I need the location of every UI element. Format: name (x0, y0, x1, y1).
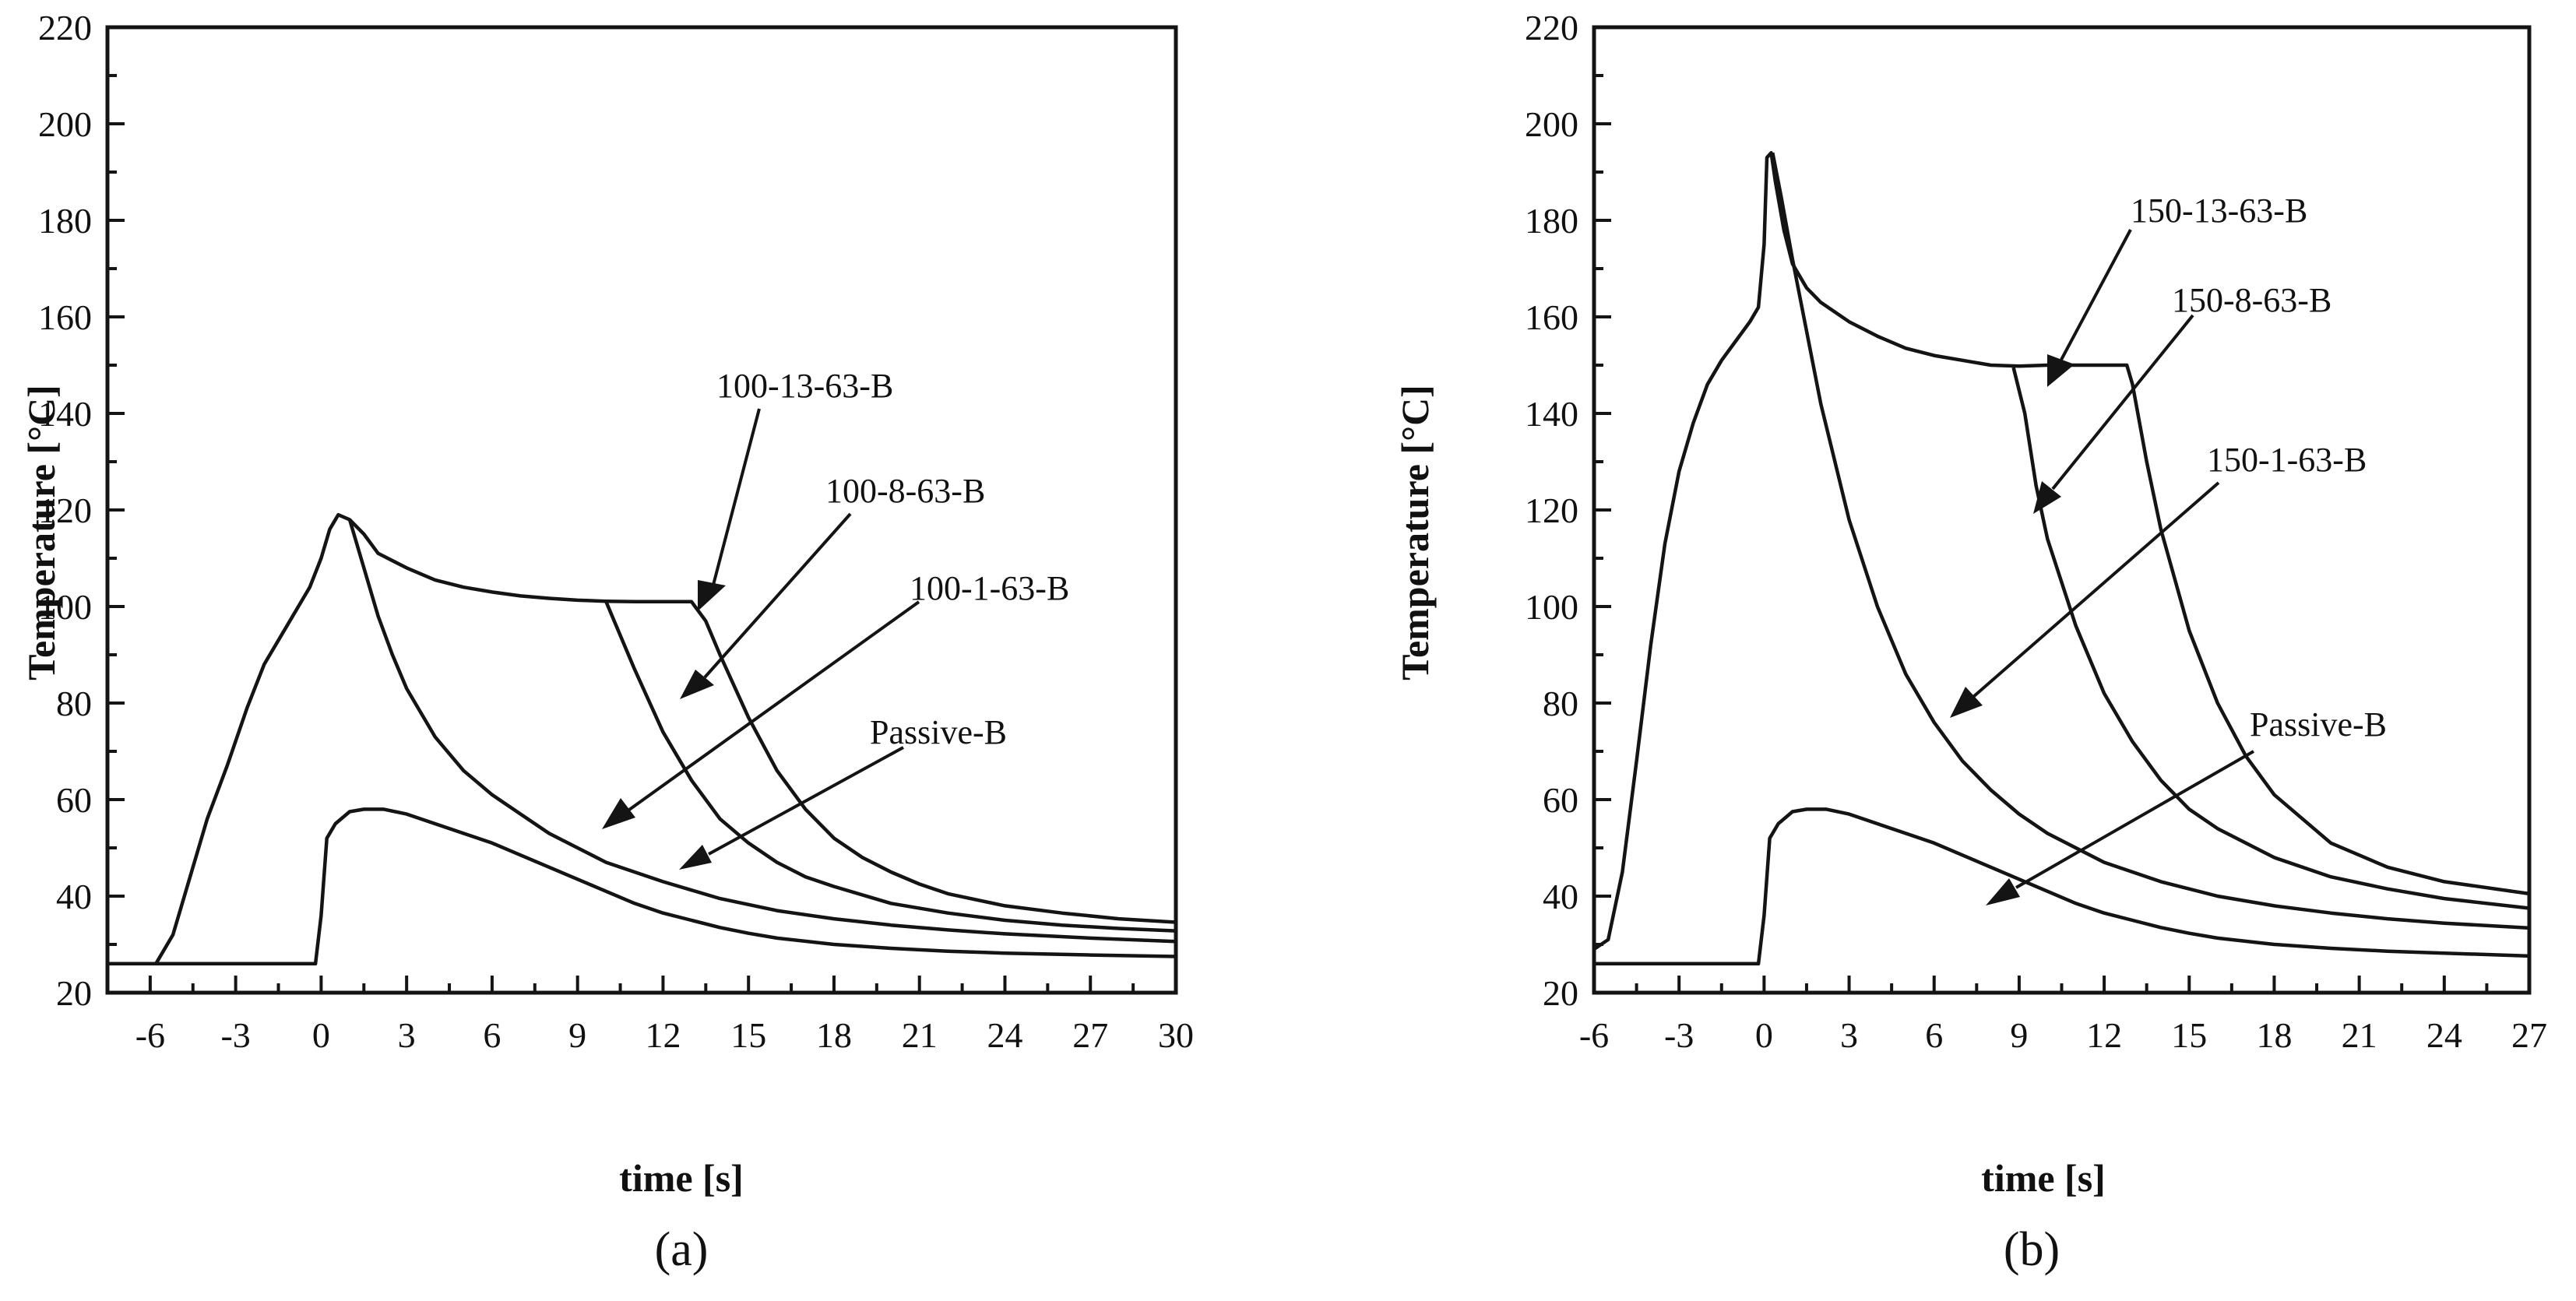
annotation-arrow-100-13-63-B (698, 408, 761, 611)
arrowhead (602, 798, 635, 829)
annotation-arrow-150-1-63-B (1950, 481, 2220, 718)
annotation-label-100-1-63-B: 100-1-63-B (910, 569, 1069, 607)
series-line-150-1-63-B (1771, 152, 2530, 930)
annotation-arrow-150-13-63-B (2047, 229, 2132, 387)
series-group (1592, 150, 2530, 966)
x-axis-title: time [s] (619, 1156, 744, 1200)
series-line-Passive-B (107, 807, 1177, 966)
plot-frame (105, 25, 1178, 995)
y-tick-label: 180 (38, 201, 92, 241)
annotation-label-150-8-63-B: 150-8-63-B (2172, 281, 2331, 319)
annotation-label-Passive-B: Passive-B (870, 713, 1007, 751)
y-tick-label: 140 (38, 394, 92, 434)
x-ticks-group: -6 -3 0 3 6 9 12 15 18 21 24 27 30 (135, 976, 1194, 1055)
arrowhead (679, 845, 712, 870)
annotation-arrow-Passive-B (1986, 750, 2254, 905)
x-tick-label: -3 (220, 1015, 250, 1055)
y-tick-label: 80 (56, 684, 92, 723)
y-tick-label: 40 (56, 877, 92, 916)
panel-label: (b) (2004, 1223, 2060, 1276)
series-line-Passive-B (1594, 807, 2530, 966)
x-tick-label: 18 (816, 1015, 852, 1055)
y-tick-label: 100 (38, 587, 92, 627)
x-tick-label: 9 (2010, 1015, 2028, 1055)
x-tick-label: -6 (1579, 1015, 1609, 1055)
y-tick-label: 220 (38, 8, 92, 47)
series-line-100-1-63-B (347, 519, 1177, 944)
x-tick-label: -3 (1664, 1015, 1694, 1055)
y-tick-label: 120 (38, 491, 92, 530)
annotation-arrow-150-8-63-B (2033, 314, 2194, 514)
arrowhead (2047, 354, 2075, 387)
y-tick-label: 160 (1525, 297, 1578, 337)
x-tick-label: 21 (902, 1015, 938, 1055)
panel-label: (a) (655, 1223, 709, 1276)
chart-a: -6 -3 0 3 6 9 12 15 18 21 24 27 30 20 40 60 80 100 120 140… (19, 8, 1194, 1276)
y-tick-label: 100 (1525, 587, 1578, 627)
arrowhead (1986, 878, 2020, 905)
x-tick-label: 24 (987, 1015, 1022, 1055)
series-line-100-13-63-B (107, 512, 1177, 966)
x-tick-label: 0 (1755, 1015, 1773, 1055)
arrowhead (680, 670, 714, 699)
y-tick-label: 120 (1525, 491, 1578, 530)
x-tick-label: 12 (2086, 1015, 2122, 1055)
y-tick-label: 40 (1543, 877, 1578, 916)
x-tick-label: 3 (398, 1015, 416, 1055)
y-axis-title: Temperature [°C] (1393, 385, 1437, 680)
x-tick-label: 0 (312, 1015, 330, 1055)
y-tick-label: 200 (38, 104, 92, 144)
y-ticks-group: 20 40 60 80 100 120 140 160 180 200 220 (1525, 8, 1611, 1013)
arrowhead (698, 580, 726, 611)
chart-b: -6 -3 0 3 6 9 12 15 18 21 24 27 20 40 60 80 100 120 140 16… (1393, 8, 2547, 1276)
x-tick-label: 6 (483, 1015, 501, 1055)
annotation-label-100-8-63-B: 100-8-63-B (825, 472, 985, 510)
y-tick-label: 80 (1543, 684, 1578, 723)
y-tick-label: 200 (1525, 104, 1578, 144)
x-tick-label: 6 (1925, 1015, 1943, 1055)
y-tick-label: 60 (56, 780, 92, 820)
x-ticks-group: -6 -3 0 3 6 9 12 15 18 21 24 27 (1579, 976, 2547, 1055)
x-axis-title: time [s] (1981, 1156, 2106, 1200)
series-group (107, 512, 1177, 966)
x-tick-label: 3 (1840, 1015, 1858, 1055)
annotation-label-100-13-63-B: 100-13-63-B (716, 367, 893, 405)
arrowhead (1950, 687, 1983, 718)
x-tick-label: 24 (2426, 1015, 2462, 1055)
arrowhead (2033, 481, 2061, 514)
x-tick-label: 27 (1072, 1015, 1108, 1055)
annotation-label-150-1-63-B: 150-1-63-B (2207, 441, 2367, 479)
y-tick-label: 20 (56, 973, 92, 1013)
x-tick-label: 15 (2171, 1015, 2207, 1055)
x-tick-label: 21 (2342, 1015, 2377, 1055)
y-tick-label: 160 (38, 297, 92, 337)
annotation-label-Passive-B: Passive-B (2250, 705, 2387, 744)
y-ticks-group: 20 40 60 80 100 120 140 160 180 200 220 (38, 8, 125, 1013)
y-tick-label: 180 (1525, 201, 1578, 241)
y-tick-label: 140 (1525, 394, 1578, 434)
y-tick-label: 60 (1543, 780, 1578, 820)
annotation-arrow-Passive-B (679, 746, 904, 870)
plot-frame (1592, 25, 2532, 995)
x-tick-label: 9 (568, 1015, 586, 1055)
annotation-arrow-100-1-63-B (602, 600, 920, 829)
series-line-150-13-63-B (1592, 150, 2530, 951)
y-axis-title: Temperature [°C] (19, 385, 63, 680)
y-tick-label: 20 (1543, 973, 1578, 1013)
x-tick-label: 15 (730, 1015, 766, 1055)
annotation-label-150-13-63-B: 150-13-63-B (2131, 192, 2307, 230)
x-tick-label: -6 (135, 1015, 165, 1055)
x-tick-label: 12 (645, 1015, 681, 1055)
x-tick-label: 27 (2511, 1015, 2547, 1055)
y-tick-label: 220 (1525, 8, 1578, 47)
x-tick-label: 18 (2256, 1015, 2292, 1055)
annotation-arrow-100-8-63-B (680, 512, 852, 699)
x-tick-label: 30 (1158, 1015, 1194, 1055)
series-line-100-8-63-B (604, 600, 1177, 933)
